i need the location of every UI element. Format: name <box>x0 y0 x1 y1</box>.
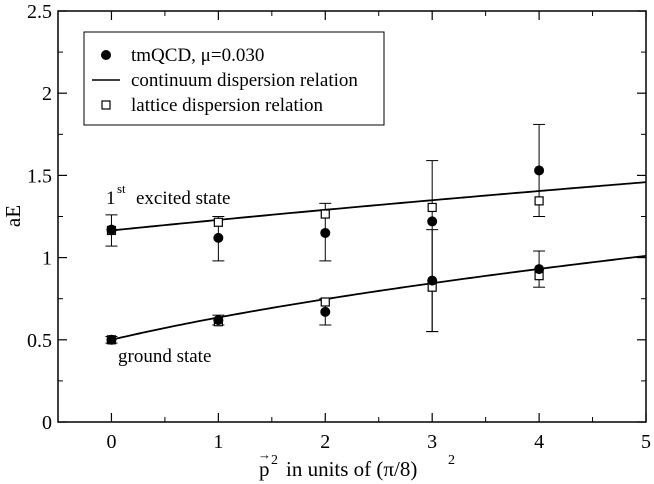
annotation-excited-base: 1 <box>106 188 116 209</box>
x-tick-label: 5 <box>641 431 651 453</box>
x-axis-label-exponent: 2 <box>271 453 278 468</box>
tmqcd-data-point <box>320 306 331 317</box>
lattice-square-marker <box>320 209 330 219</box>
x-axis-label-vector: p <box>259 457 270 481</box>
x-tick-label: 1 <box>213 431 223 453</box>
continuum-dispersion-curve <box>111 254 647 341</box>
continuum-curves <box>111 181 647 341</box>
legend-box <box>83 31 385 126</box>
tmqcd-data-point <box>213 232 224 243</box>
tmqcd-data-point <box>427 216 438 227</box>
lattice-square-marker <box>320 297 330 307</box>
tmqcd-markers <box>106 165 545 345</box>
x-tick-label: 2 <box>320 431 330 453</box>
lattice-square-marker <box>534 196 544 206</box>
y-tick-label: 2.5 <box>27 1 52 23</box>
annotation-excited-state: 1 st excited state <box>106 181 230 209</box>
y-axis-label: aE <box>1 205 25 227</box>
tmqcd-data-point <box>106 224 117 235</box>
x-axis-label: p → 2 in units of (π/8) 2 <box>258 447 455 481</box>
tmqcd-data-point <box>427 275 438 286</box>
annotation-excited-text: excited state <box>136 188 230 209</box>
legend-label-lattice: lattice dispersion relation <box>131 95 324 116</box>
x-tick-label: 3 <box>427 431 437 453</box>
legend-label-continuum: continuum dispersion relation <box>131 70 358 91</box>
legend-marker-square <box>101 100 111 110</box>
tmqcd-data-point <box>213 315 224 326</box>
axis-ticks <box>57 10 647 423</box>
annotation-ground-state: ground state <box>118 346 211 367</box>
legend: tmQCD, μ=0.030 continuum dispersion rela… <box>83 31 385 126</box>
y-tick-label: 0 <box>42 412 52 434</box>
y-tick-label: 1 <box>42 248 52 270</box>
continuum-dispersion-curve <box>111 181 647 232</box>
x-tick-label: 0 <box>106 431 116 453</box>
y-tick-label: 0.5 <box>27 330 52 352</box>
tmqcd-data-point <box>534 264 545 275</box>
x-tick-label: 4 <box>534 431 544 453</box>
y-tick-label: 1.5 <box>27 165 52 187</box>
tmqcd-data-point <box>320 227 331 238</box>
axis-tick-labels: 0 1 2 3 4 5 0 0.5 1 1.5 2 2.5 <box>27 1 651 453</box>
legend-marker-circle <box>101 50 111 60</box>
legend-label-tmqcd: tmQCD, μ=0.030 <box>131 45 264 66</box>
tmqcd-data-point <box>106 334 117 345</box>
tmqcd-data-point <box>534 165 545 176</box>
y-tick-label: 2 <box>42 83 52 105</box>
annotation-excited-superscript: st <box>117 181 126 196</box>
x-axis-label-text: in units of (π/8) <box>286 457 417 481</box>
lattice-square-marker <box>427 202 437 213</box>
lattice-square-marker <box>213 217 223 227</box>
x-axis-label-vector-arrow: → <box>258 447 271 462</box>
x-axis-label-text-exponent: 2 <box>448 453 455 468</box>
